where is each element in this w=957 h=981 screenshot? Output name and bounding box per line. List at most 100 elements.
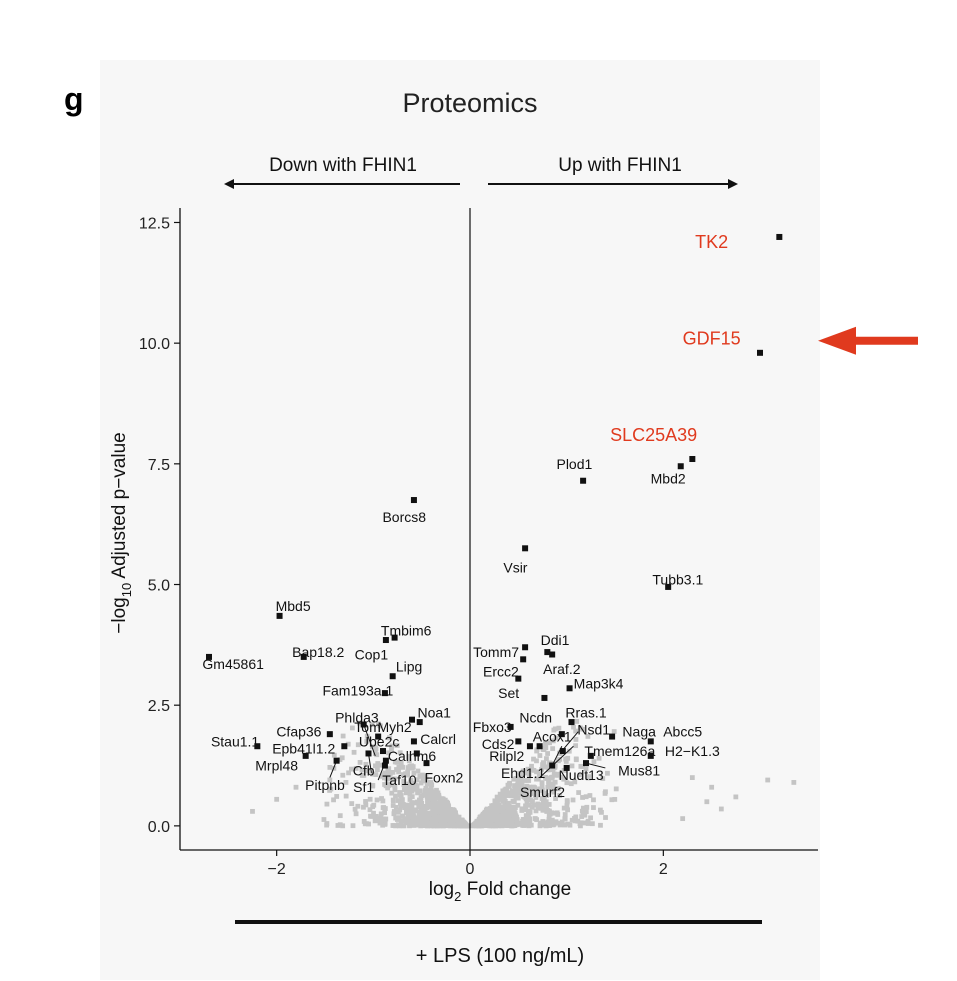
nonsignificant-point: [389, 790, 395, 796]
nonsignificant-point: [434, 787, 439, 793]
nonsignificant-point: [337, 822, 343, 828]
nonsignificant-point: [533, 808, 539, 814]
nonsignificant-point: [551, 727, 557, 733]
y-tick-label: 2.5: [148, 698, 170, 715]
nonsignificant-point: [411, 823, 417, 828]
nonsignificant-point: [345, 741, 351, 747]
nonsignificant-point: [534, 748, 540, 754]
nonsignificant-point: [539, 766, 544, 772]
highlight-labels: TK2 GDF15 SLC25A39: [610, 232, 741, 445]
nonsignificant-point: [600, 776, 606, 781]
nonsignificant-point: [408, 814, 414, 820]
point-map3k4: [566, 685, 573, 692]
nonsignificant-point: [539, 784, 545, 790]
nonsignificant-point: [363, 799, 368, 804]
nonsignificant-point: [547, 740, 552, 746]
nonsignificant-point: [573, 737, 579, 742]
nonsignificant-point: [522, 795, 528, 800]
point-rras-1: [568, 719, 575, 726]
highlight-label-gdf15: GDF15: [683, 328, 741, 348]
nonsignificant-point: [562, 812, 568, 817]
nonsignificant-point: [501, 809, 507, 815]
nonsignificant-point: [435, 817, 441, 822]
point-label: Ercc2: [483, 663, 519, 679]
nonsignificant-point: [389, 743, 395, 749]
nonsignificant-point: [399, 797, 405, 803]
nonsignificant-point: [591, 805, 596, 810]
nonsignificant-point: [523, 813, 529, 819]
nonsignificant-point: [529, 763, 534, 769]
point-mrpl48: [302, 752, 309, 759]
point-tom: [375, 733, 382, 740]
nonsignificant-point: [454, 817, 460, 823]
nonsignificant-point: [519, 771, 525, 777]
leader-line: [561, 731, 579, 752]
nonsignificant-point: [544, 793, 550, 798]
nonsignificant-point: [591, 759, 597, 765]
point-label: Bap18.2: [292, 644, 344, 660]
nonsignificant-point: [531, 756, 536, 762]
nonsignificant-point: [535, 776, 541, 782]
nonsignificant-point: [374, 797, 380, 803]
nonsignificant-point: [380, 822, 386, 828]
nonsignificant-point: [540, 797, 546, 803]
nonsignificant-point: [369, 722, 375, 728]
highlight-label-slc25a39: SLC25A39: [610, 425, 697, 445]
point-cop1: [382, 637, 389, 644]
nonsignificant-point: [428, 780, 434, 785]
nonsignificant-point: [392, 787, 398, 793]
nonsignificant-point: [410, 786, 416, 792]
nonsignificant-point: [541, 822, 547, 828]
nonsignificant-point: [532, 792, 538, 798]
nonsignificant-point: [343, 779, 349, 785]
nonsignificant-point: [512, 783, 517, 788]
nonsignificant-point: [409, 788, 415, 794]
nonsignificant-point: [498, 804, 503, 810]
nonsignificant-point: [429, 816, 434, 822]
nonsignificant-point: [573, 814, 579, 820]
nonsignificant-point: [550, 738, 556, 744]
point-label: Acox1: [533, 729, 572, 745]
nonsignificant-point: [324, 801, 330, 807]
nonsignificant-point: [596, 755, 602, 761]
nonsignificant-point: [515, 795, 521, 801]
point-fbxo3: [507, 723, 514, 730]
x-axis-label: log2 Fold change: [429, 879, 571, 904]
nonsignificant-point: [572, 779, 578, 785]
nonsignificant-point: [334, 794, 340, 799]
nonsignificant-point: [409, 805, 414, 811]
nonsignificant-point: [564, 780, 570, 786]
nonsignificant-point: [572, 818, 578, 824]
nonsignificant-point: [563, 756, 569, 762]
nonsignificant-point: [569, 817, 575, 823]
nonsignificant-point: [496, 808, 502, 814]
nonsignificant-point: [540, 787, 545, 793]
point-label: Sf1: [353, 779, 374, 795]
point-set: [515, 675, 522, 682]
nonsignificant-point: [409, 763, 414, 769]
point-label: Ncdn: [519, 709, 552, 725]
nonsignificant-point: [571, 724, 576, 730]
nonsignificant-point: [293, 784, 299, 790]
nonsignificant-point: [505, 800, 511, 806]
nonsignificant-point: [503, 793, 509, 798]
nonsignificant-point: [378, 811, 384, 817]
nonsignificant-point: [520, 768, 526, 774]
nonsignificant-point: [500, 788, 506, 794]
nonsignificant-point: [441, 806, 446, 812]
nonsignificant-point: [523, 820, 529, 826]
nonsignificant-point: [553, 796, 558, 801]
nonsignificant-point: [515, 802, 521, 808]
nonsignificant-point: [543, 741, 548, 746]
nonsignificant-point: [495, 801, 500, 807]
nonsignificant-point: [458, 817, 464, 823]
nonsignificant-point: [569, 763, 575, 769]
nonsignificant-point: [589, 821, 595, 827]
y-tick-label: 7.5: [148, 457, 170, 474]
nonsignificant-point: [533, 802, 539, 808]
nonsignificant-point: [371, 810, 376, 816]
nonsignificant-point: [405, 765, 411, 770]
nonsignificant-point: [431, 823, 437, 829]
nonsignificant-point: [588, 815, 593, 821]
nonsignificant-point: [349, 725, 355, 731]
